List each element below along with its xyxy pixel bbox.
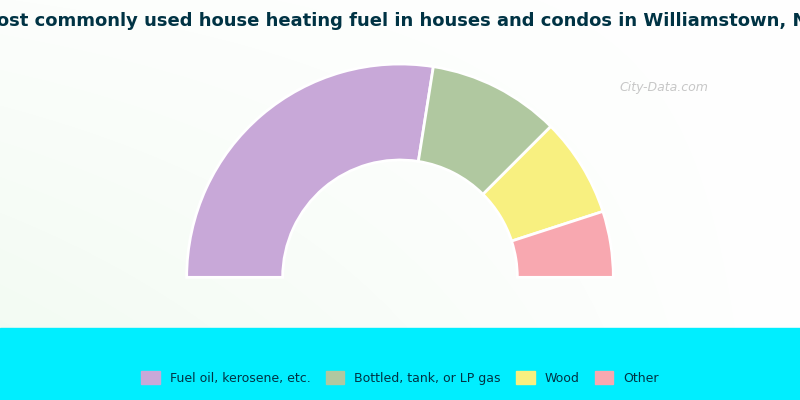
Wedge shape	[483, 126, 603, 241]
Bar	[0, 328, 800, 400]
Text: Most commonly used house heating fuel in houses and condos in Williamstown, NY: Most commonly used house heating fuel in…	[0, 12, 800, 30]
Wedge shape	[418, 67, 551, 194]
Text: City-Data.com: City-Data.com	[619, 82, 709, 94]
Wedge shape	[511, 212, 614, 277]
Legend: Fuel oil, kerosene, etc., Bottled, tank, or LP gas, Wood, Other: Fuel oil, kerosene, etc., Bottled, tank,…	[136, 366, 664, 390]
Wedge shape	[186, 64, 434, 277]
